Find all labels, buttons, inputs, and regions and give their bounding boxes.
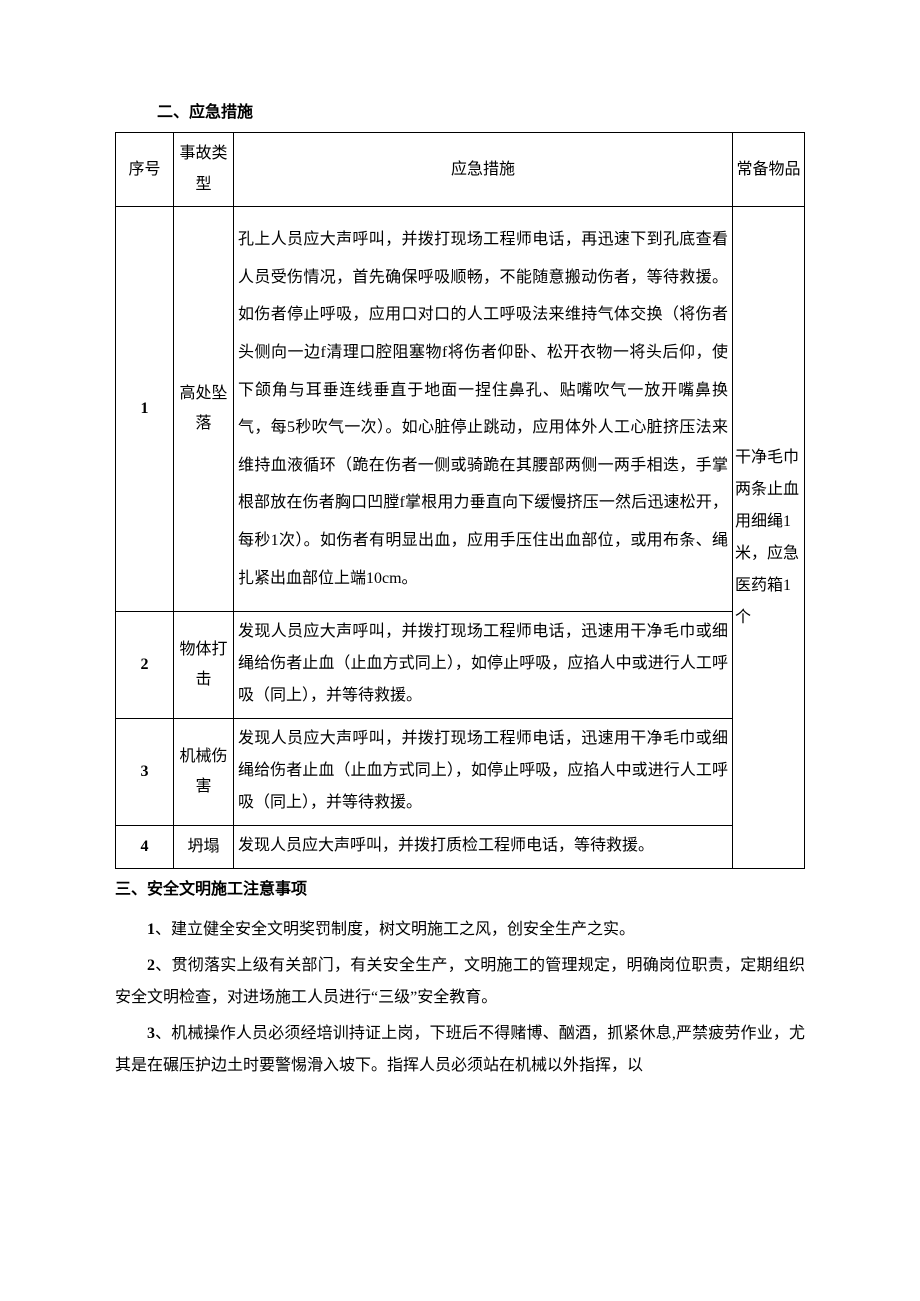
cell-type: 坍塌	[174, 826, 234, 869]
table-row: 1 高处坠落 孔上人员应大声呼叫，并拨打现场工程师电话，再迅速下到孔底查看人员受…	[116, 207, 805, 612]
col-header-supply: 常备物品	[733, 133, 805, 207]
note-number: 3	[147, 1025, 155, 1042]
cell-type: 物体打击	[174, 612, 234, 719]
note-number: 1	[147, 921, 155, 938]
cell-index: 2	[116, 612, 174, 719]
cell-measure: 发现人员应大声呼叫，并拨打现场工程师电话，迅速用干净毛巾或细绳给伤者止血（止血方…	[234, 612, 733, 719]
cell-index: 4	[116, 826, 174, 869]
cell-measure: 发现人员应大声呼叫，并拨打现场工程师电话，迅速用干净毛巾或细绳给伤者止血（止血方…	[234, 719, 733, 826]
table-row: 2 物体打击 发现人员应大声呼叫，并拨打现场工程师电话，迅速用干净毛巾或细绳给伤…	[116, 612, 805, 719]
table-row: 3 机械伤害 发现人员应大声呼叫，并拨打现场工程师电话，迅速用干净毛巾或细绳给伤…	[116, 719, 805, 826]
cell-index: 1	[116, 207, 174, 612]
section-2-heading: 二、应急措施	[157, 98, 805, 128]
note-text: 、建立健全安全文明奖罚制度，树文明施工之风，创安全生产之实。	[155, 921, 635, 938]
cell-index: 3	[116, 719, 174, 826]
cell-type: 高处坠落	[174, 207, 234, 612]
note-text: 、机械操作人员必须经培训持证上岗，下班后不得赌博、酗酒，抓紧休息,严禁疲劳作业，…	[115, 1025, 805, 1074]
note-number: 2	[147, 957, 155, 974]
note-item: 1、建立健全安全文明奖罚制度，树文明施工之风，创安全生产之实。	[115, 912, 805, 948]
note-text: 、贯彻落实上级有关部门，有关安全生产，文明施工的管理规定，明确岗位职责，定期组织…	[115, 957, 805, 1006]
col-header-type: 事故类型	[174, 133, 234, 207]
section-3-heading: 三、安全文明施工注意事项	[115, 875, 805, 905]
table-row: 4 坍塌 发现人员应大声呼叫，并拨打质检工程师电话，等待救援。	[116, 826, 805, 869]
col-header-index: 序号	[116, 133, 174, 207]
table-header-row: 序号 事故类型 应急措施 常备物品	[116, 133, 805, 207]
col-header-measure: 应急措施	[234, 133, 733, 207]
cell-supply: 干净毛巾两条止血用细绳1米，应急医药箱1个	[733, 207, 805, 869]
cell-measure: 发现人员应大声呼叫，并拨打质检工程师电话，等待救援。	[234, 826, 733, 869]
cell-measure: 孔上人员应大声呼叫，并拨打现场工程师电话，再迅速下到孔底查看人员受伤情况，首先确…	[234, 207, 733, 612]
note-item: 3、机械操作人员必须经培训持证上岗，下班后不得赌博、酗酒，抓紧休息,严禁疲劳作业…	[115, 1016, 805, 1084]
safety-notes-list: 1、建立健全安全文明奖罚制度，树文明施工之风，创安全生产之实。 2、贯彻落实上级…	[115, 912, 805, 1084]
note-item: 2、贯彻落实上级有关部门，有关安全生产，文明施工的管理规定，明确岗位职责，定期组…	[115, 948, 805, 1016]
emergency-measures-table: 序号 事故类型 应急措施 常备物品 1 高处坠落 孔上人员应大声呼叫，并拨打现场…	[115, 132, 805, 869]
cell-type: 机械伤害	[174, 719, 234, 826]
